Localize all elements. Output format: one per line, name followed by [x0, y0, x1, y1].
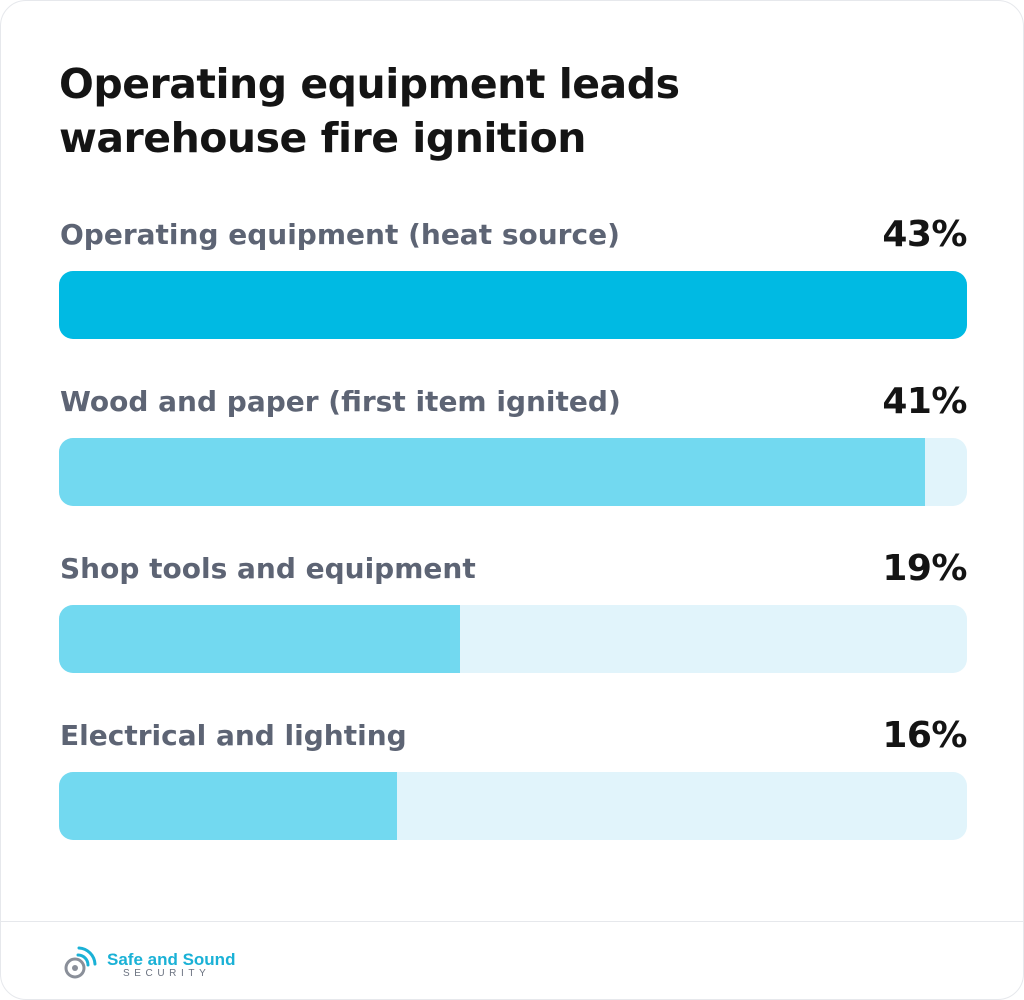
category-label: Electrical and lighting [60, 719, 407, 752]
bar-chart: Operating equipment (heat source) 43% Wood… [59, 211, 967, 879]
bar-track [59, 438, 967, 506]
category-label: Wood and paper (first item ignited) [60, 385, 621, 418]
brand-tagline: SECURITY [123, 968, 211, 979]
bar-row: Operating equipment (heat source) 43% [59, 211, 967, 378]
value-label: 19% [882, 548, 967, 589]
bar [59, 438, 925, 506]
category-label: Operating equipment (heat source) [60, 218, 620, 251]
category-label: Shop tools and equipment [60, 552, 476, 585]
bar-track [59, 605, 967, 673]
value-label: 16% [882, 715, 967, 756]
chart-title: Operating equipment leads warehouse fire… [59, 57, 959, 165]
bar-row: Electrical and lighting 16% [59, 712, 967, 879]
bar [59, 772, 397, 840]
bar [59, 271, 967, 339]
value-label: 41% [882, 381, 967, 422]
wifi-signal-icon [64, 946, 97, 979]
bar-row: Shop tools and equipment 19% [59, 545, 967, 712]
bar-track [59, 772, 967, 840]
value-label: 43% [882, 214, 967, 255]
chart-title-line-1: Operating equipment leads [59, 60, 680, 108]
bar-track [59, 271, 967, 339]
bar [59, 605, 461, 673]
bar-row: Wood and paper (first item ignited) 41% [59, 378, 967, 545]
chart-title-line-2: warehouse fire ignition [59, 114, 586, 162]
brand-name: Safe and Sound [107, 950, 236, 969]
footer-divider [1, 921, 1023, 922]
